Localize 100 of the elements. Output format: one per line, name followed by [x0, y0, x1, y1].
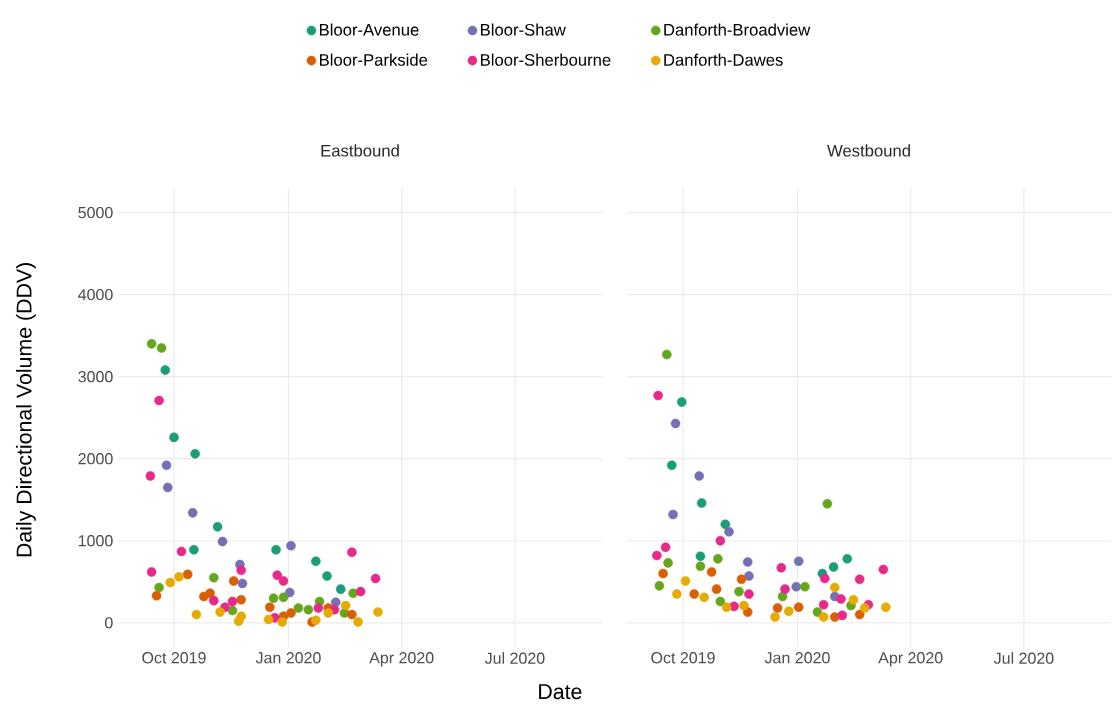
point: [347, 609, 357, 620]
point: [658, 568, 668, 579]
point: [286, 608, 296, 618]
point: [744, 589, 754, 599]
legend-label: Bloor-Avenue: [319, 23, 419, 36]
point: [680, 576, 691, 586]
point: [818, 599, 829, 610]
point: [174, 572, 184, 582]
y-tick-label: 0: [105, 617, 113, 629]
point: [189, 544, 199, 555]
point: [353, 617, 363, 627]
point: [699, 592, 709, 603]
legend-label: Bloor-Parkside: [319, 53, 428, 66]
point: [670, 418, 681, 429]
point: [715, 535, 726, 546]
x-tick-label: Apr 2020: [369, 652, 434, 667]
point: [671, 589, 682, 599]
point: [739, 600, 749, 611]
point: [780, 584, 790, 594]
point: [837, 610, 848, 621]
point: [176, 546, 187, 557]
x-tick-label: Jan 2020: [764, 652, 830, 664]
point: [695, 551, 706, 562]
x-axis-title: Date: [539, 684, 582, 700]
point: [736, 574, 747, 585]
point: [720, 519, 731, 530]
point: [713, 554, 723, 564]
point: [151, 590, 162, 601]
y-tick-label: 3000: [78, 371, 113, 383]
point: [355, 586, 366, 597]
x-tick-label: Jul 2020: [993, 652, 1054, 664]
y-tick-label: 5000: [78, 206, 113, 219]
point: [822, 499, 833, 509]
point: [721, 602, 732, 613]
point: [278, 592, 289, 603]
point: [313, 603, 324, 613]
point: [217, 536, 228, 547]
point: [228, 576, 239, 586]
y-tick-label: 2000: [78, 453, 113, 465]
point: [286, 540, 296, 551]
point: [744, 571, 754, 581]
point: [373, 607, 383, 617]
point: [734, 586, 744, 597]
point: [191, 609, 202, 620]
point: [370, 573, 381, 584]
point: [160, 365, 171, 375]
point: [268, 593, 279, 603]
point: [660, 542, 671, 553]
point: [264, 602, 275, 613]
point: [347, 547, 357, 558]
point: [154, 395, 164, 406]
point: [881, 602, 891, 613]
point: [668, 509, 678, 520]
point: [278, 576, 289, 586]
point: [146, 567, 157, 577]
legend-label: Bloor-Shaw: [481, 23, 566, 36]
point: [263, 614, 274, 625]
point: [772, 603, 783, 613]
point: [146, 339, 157, 349]
point: [237, 578, 248, 589]
point: [848, 595, 859, 605]
x-tick-label: Apr 2020: [878, 652, 943, 667]
point: [791, 581, 802, 592]
point: [820, 573, 830, 584]
point: [689, 589, 699, 599]
point: [187, 508, 198, 518]
chart-title: Westbound: [827, 144, 910, 157]
point: [711, 584, 722, 594]
legend-label: Danforth-Dawes: [664, 53, 783, 66]
point: [830, 582, 840, 593]
point: [667, 460, 677, 471]
point: [818, 612, 829, 622]
point: [715, 596, 726, 607]
point: [284, 587, 295, 598]
point: [303, 604, 314, 615]
point: [654, 581, 665, 591]
y-axis-title: Daily Directional Volume (DDV): [15, 263, 36, 557]
point: [836, 594, 846, 604]
x-tick-label: Jul 2020: [484, 652, 545, 664]
point: [205, 588, 215, 599]
point: [227, 605, 238, 616]
point: [695, 561, 706, 571]
point: [854, 609, 865, 620]
point: [162, 482, 173, 493]
point: [854, 574, 865, 585]
point: [236, 611, 246, 622]
point: [145, 471, 156, 481]
point: [724, 526, 734, 537]
point: [694, 471, 704, 481]
point: [776, 563, 787, 573]
point: [209, 572, 219, 583]
x-tick-label: Oct 2019: [142, 652, 206, 664]
point: [169, 432, 179, 443]
point: [277, 617, 288, 627]
point: [215, 607, 225, 617]
point: [878, 564, 889, 575]
point: [828, 562, 839, 572]
point: [212, 522, 223, 532]
point: [323, 608, 334, 618]
legend-label: Bloor-Sherbourne: [481, 53, 611, 66]
